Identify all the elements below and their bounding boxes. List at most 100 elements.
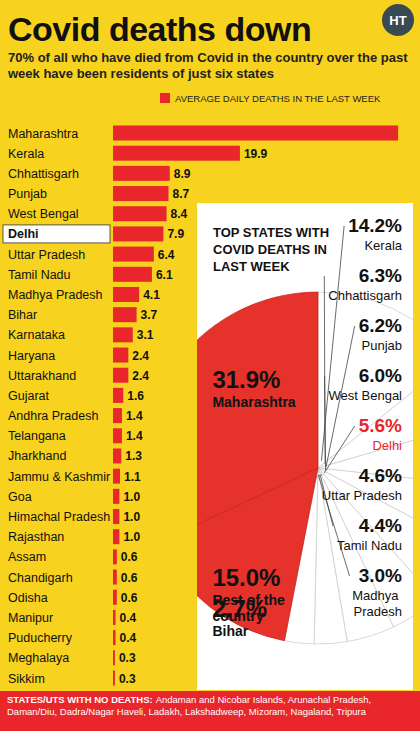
- logo: HT: [389, 13, 406, 28]
- category-label: Assam: [8, 550, 46, 564]
- data-label: 1.4: [126, 429, 143, 443]
- pie-category-label: Bihar: [212, 623, 248, 639]
- bar: [113, 529, 119, 544]
- bar: [113, 166, 170, 181]
- bar: [113, 146, 240, 161]
- category-label: Punjab: [8, 187, 47, 201]
- leader-line: [325, 376, 326, 470]
- category-label: Chhattisgarh: [8, 167, 79, 181]
- data-label: 1.0: [123, 530, 140, 544]
- category-label: Uttarakhand: [8, 369, 76, 383]
- category-label: Kerala: [8, 147, 44, 161]
- pie-category-label: Madhya Pradesh: [352, 588, 402, 619]
- data-label: 1.0: [123, 510, 140, 524]
- bar: [113, 126, 398, 141]
- leader-line: [324, 426, 354, 473]
- data-label: 0.6: [121, 550, 138, 564]
- data-label: 1.6: [127, 389, 144, 403]
- category-label: Goa: [8, 490, 32, 504]
- data-label: 0.6: [121, 571, 138, 585]
- footer: STATES/UTS WITH NO DEATHS:Andaman and Ni…: [0, 691, 420, 731]
- data-label: 0.3: [119, 672, 136, 686]
- bar: [113, 469, 120, 484]
- bar: [113, 348, 128, 363]
- data-label: 7.9: [167, 227, 184, 241]
- pie-value-label: 4.4%: [359, 515, 402, 536]
- pie-value-label: 6.3%: [359, 265, 402, 286]
- highlight-box: [3, 225, 110, 243]
- pie-category-label: West Bengal: [329, 388, 403, 403]
- pie-category-label: Kerala: [364, 238, 402, 253]
- pie-category-label: Rest of the country: [212, 592, 288, 624]
- pie: [197, 292, 413, 644]
- bar: [113, 327, 133, 342]
- data-label: 8.7: [172, 187, 189, 201]
- data-label: 1.4: [126, 409, 143, 423]
- category-label: Bihar: [8, 308, 37, 322]
- bar: [113, 267, 152, 282]
- data-label: 0.4: [120, 631, 137, 645]
- pie-value-label: 31.9%: [212, 366, 280, 393]
- data-label: 1.3: [125, 449, 142, 463]
- data-label: 0.4: [120, 611, 137, 625]
- category-label: Haryana: [8, 349, 55, 363]
- legend-swatch: [160, 93, 170, 103]
- category-label: Manipur: [8, 611, 53, 625]
- data-label: 8.4: [171, 207, 188, 221]
- data-label: 3.7: [141, 308, 158, 322]
- title: Covid deaths down: [8, 10, 311, 48]
- bar: [113, 408, 122, 423]
- bar: [113, 448, 121, 463]
- footer-label: STATES/UTS WITH NO DEATHS:: [7, 694, 153, 705]
- category-label: Karnataka: [8, 328, 65, 342]
- pie-category-label: Uttar Pradesh: [322, 488, 402, 503]
- pie-value-label: 6.0%: [359, 365, 402, 386]
- category-label: Jharkhand: [8, 449, 66, 463]
- pie-slice: [318, 358, 413, 468]
- data-label: 2.4: [132, 349, 149, 363]
- pie-value-label: 15.0%: [212, 564, 280, 591]
- bar: [113, 509, 119, 524]
- category-label: Chandigarh: [8, 571, 73, 585]
- bar: [113, 287, 139, 302]
- category-label: Uttar Pradesh: [8, 248, 85, 262]
- data-label: 1.0: [123, 490, 140, 504]
- pie-value-label: 14.2%: [348, 215, 402, 236]
- bar: [113, 590, 117, 605]
- category-label: Jammu & Kashmir: [8, 470, 110, 484]
- category-label: Telangana: [8, 429, 66, 443]
- category-label: Maharashtra: [8, 127, 78, 141]
- category-label: Delhi: [8, 227, 39, 241]
- category-label: West Bengal: [8, 207, 79, 221]
- category-label: Odisha: [8, 591, 48, 605]
- category-label: Himachal Pradesh: [8, 510, 110, 524]
- data-label: 2.4: [132, 369, 149, 383]
- pie-value-label: 4.6%: [359, 465, 402, 486]
- bar: [113, 570, 117, 585]
- bar: [113, 206, 167, 221]
- pie-category-label: Delhi: [372, 438, 402, 453]
- bar: [113, 671, 115, 686]
- pie-value-label: 3.0%: [359, 565, 402, 586]
- category-label: Madhya Pradesh: [8, 288, 103, 302]
- pie-value-label: 5.6%: [359, 415, 402, 436]
- pie-value-label: 6.2%: [359, 315, 402, 336]
- bar: [113, 226, 163, 241]
- bar: [113, 307, 137, 322]
- data-label: 0.6: [121, 591, 138, 605]
- subtitle: 70% of all who have died from Covid in t…: [7, 50, 411, 81]
- bar: [113, 247, 154, 262]
- data-label: 3.1: [137, 328, 154, 342]
- bar: [113, 630, 116, 645]
- pie-category-label: Punjab: [362, 338, 402, 353]
- bar: [113, 650, 115, 665]
- pie-category-label: Maharashtra: [212, 394, 295, 410]
- data-label: 0.3: [119, 651, 136, 665]
- pie-slice: [197, 292, 318, 542]
- legend-label: AVERAGE DAILY DEATHS IN THE LAST WEEK: [175, 93, 381, 104]
- category-label: Rajasthan: [8, 530, 64, 544]
- category-label: Puducherry: [8, 631, 73, 645]
- bar: [113, 610, 116, 625]
- pie-labels: 14.2%Kerala6.3%Chhattisgarh6.2%Punjab6.0…: [212, 215, 402, 639]
- category-label: Meghalaya: [8, 651, 69, 665]
